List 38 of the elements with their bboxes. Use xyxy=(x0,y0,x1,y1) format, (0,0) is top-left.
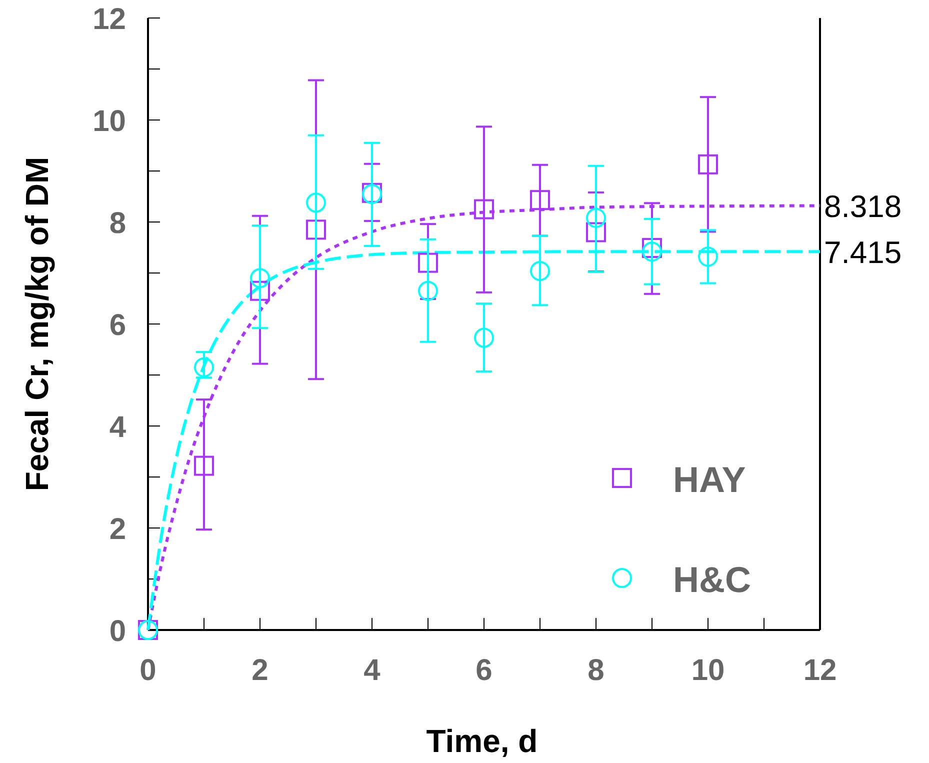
point xyxy=(530,190,550,210)
x-tick-label: 10 xyxy=(691,654,725,687)
point xyxy=(698,246,718,267)
point xyxy=(530,260,550,281)
x-tick-label: 6 xyxy=(476,654,492,687)
point xyxy=(250,268,270,288)
point xyxy=(418,252,438,273)
point xyxy=(306,192,326,213)
point xyxy=(194,456,214,476)
point xyxy=(642,242,662,262)
point xyxy=(586,222,606,242)
y-tick-label: 2 xyxy=(109,513,126,546)
point xyxy=(418,280,438,301)
x-tick-label: 2 xyxy=(252,654,268,687)
y-tick-label: 4 xyxy=(109,411,126,444)
point xyxy=(586,208,606,228)
legend-label: HAY xyxy=(673,459,746,500)
x-tick-label: 8 xyxy=(588,654,604,687)
point xyxy=(306,220,326,240)
legend-label: H&C xyxy=(673,559,751,600)
x-tick-label: 0 xyxy=(140,654,156,687)
annotation: 7.415 xyxy=(824,234,902,270)
y-tick-label: 10 xyxy=(92,105,126,138)
x-axis-title: Time, d xyxy=(426,723,538,759)
y-tick-label: 6 xyxy=(109,309,126,342)
y-axis-title: Fecal Cr, mg/kg of DM xyxy=(19,156,55,492)
point xyxy=(642,238,662,258)
x-tick-label: 12 xyxy=(803,654,837,687)
point xyxy=(250,280,270,301)
y-tick-label: 12 xyxy=(92,3,126,36)
point xyxy=(474,328,494,348)
y-tick-label: 8 xyxy=(109,207,126,240)
annotation: 8.318 xyxy=(824,188,902,224)
point xyxy=(194,357,214,378)
point xyxy=(698,154,718,174)
x-tick-label: 4 xyxy=(364,654,381,687)
y-tick-label: 0 xyxy=(109,615,126,648)
point xyxy=(474,199,494,220)
